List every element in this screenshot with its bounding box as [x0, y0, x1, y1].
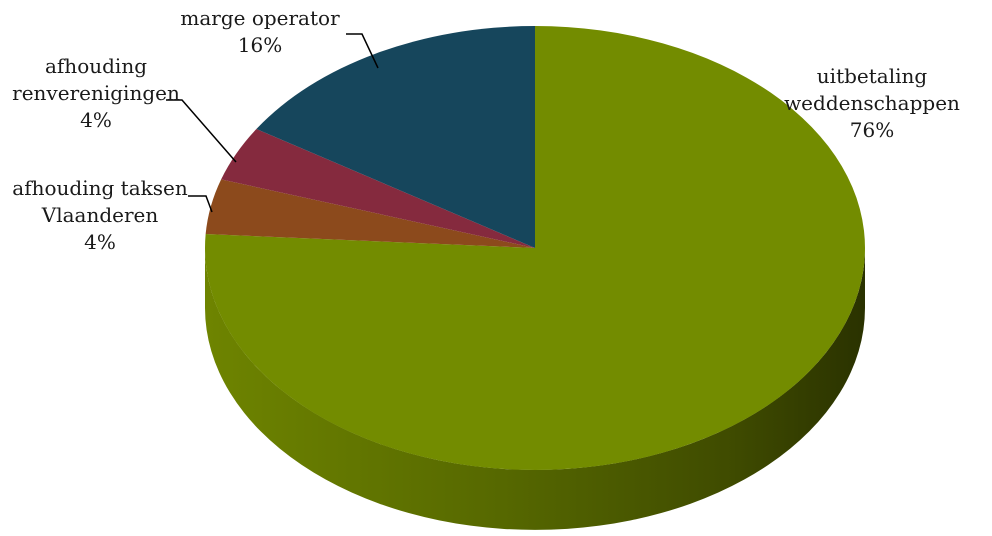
leader-line-afhouding-renverenigingen: [166, 99, 237, 163]
data-label-name-line: marge operator: [180, 6, 340, 30]
data-label-value: 76%: [850, 118, 894, 142]
data-label-afhouding-renverenigingen: afhouding renverenigingen 4%: [12, 54, 180, 132]
leader-line-afhouding-taksen-vlaanderen: [188, 195, 213, 213]
data-label-uitbetaling-weddenschappen: uitbetaling weddenschappen 76%: [784, 64, 960, 142]
pie-side-layer: [205, 248, 865, 530]
data-label-name-line: afhouding: [45, 54, 147, 78]
pie-slice-uitbetaling-weddenschappen: [204, 26, 865, 471]
pie-slice-marge-operator: [256, 26, 535, 248]
data-label-name-line: renverenigingen: [12, 81, 180, 105]
leader-lines: [166, 33, 379, 213]
data-label-name-line: afhouding taksen: [12, 176, 188, 200]
data-label-afhouding-taksen-vlaanderen: afhouding taksen Vlaanderen 4%: [12, 176, 188, 254]
pie-top-layer: [204, 26, 865, 471]
data-labels: uitbetaling weddenschappen 76% afhouding ta…: [12, 6, 960, 254]
data-label-marge-operator: marge operator 16%: [180, 6, 340, 57]
data-label-name-line: uitbetaling: [817, 64, 928, 88]
data-label-value: 4%: [80, 108, 112, 132]
pie-slice-afhouding-taksen-vlaanderen: [205, 179, 535, 248]
pie-side-uitbetaling-weddenschappen: [205, 248, 865, 530]
data-label-value: 16%: [238, 33, 282, 57]
leader-line-marge-operator: [346, 33, 379, 69]
data-label-value: 4%: [84, 230, 116, 254]
data-label-name-line: Vlaanderen: [41, 203, 159, 227]
pie-slice-afhouding-renverenigingen: [221, 129, 535, 248]
data-label-name-line: weddenschappen: [784, 91, 960, 115]
